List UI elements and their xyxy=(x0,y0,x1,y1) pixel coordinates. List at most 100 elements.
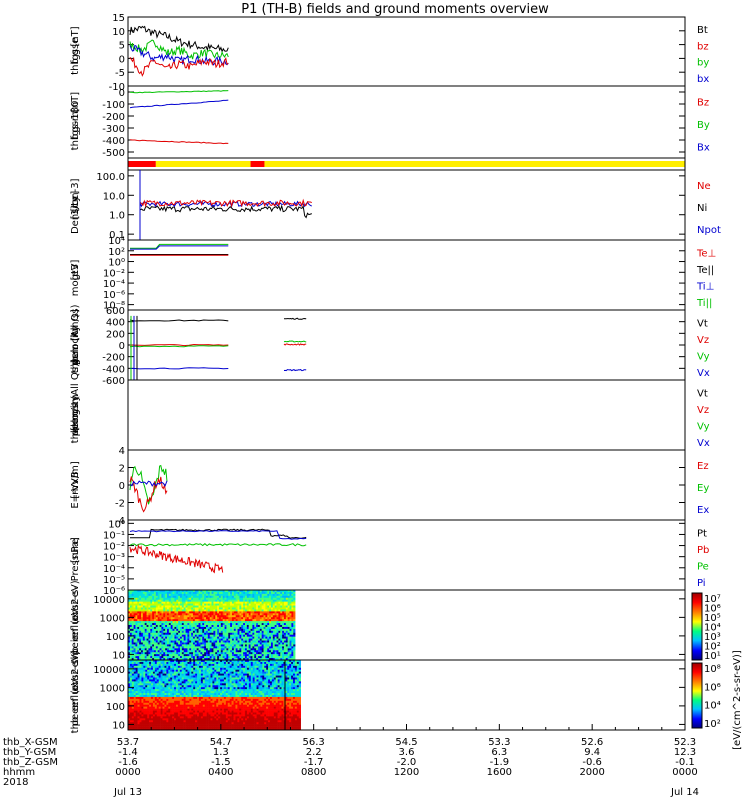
spectrogram-cell xyxy=(156,673,159,676)
spectrogram-cell xyxy=(267,625,270,628)
spectrogram-cell xyxy=(267,646,270,649)
spectrogram-cell xyxy=(225,677,229,680)
spectrogram-cell xyxy=(191,632,194,636)
spectrogram-cell xyxy=(205,621,209,624)
spectrogram-cell xyxy=(192,626,196,630)
spectrogram-cell xyxy=(237,595,240,599)
y-tick-label: 10⁴ xyxy=(108,236,125,247)
spectrogram-cell xyxy=(166,607,170,610)
spectrogram-cell xyxy=(181,636,184,639)
spectrogram-cell xyxy=(202,669,206,672)
spectrogram-cell xyxy=(252,665,255,669)
spectrogram-cell xyxy=(144,611,147,614)
spectrogram-cell xyxy=(214,671,217,674)
spectrogram-cell xyxy=(142,595,146,599)
spectrogram-cell xyxy=(146,591,149,595)
spectrogram-cell xyxy=(278,621,281,624)
spectrogram-cell xyxy=(228,617,231,620)
spectrogram-cell xyxy=(196,644,199,647)
spectrogram-cell xyxy=(287,632,290,636)
spectrogram-cell xyxy=(150,609,153,612)
spectrogram-cell xyxy=(128,595,131,599)
spectrogram-cell xyxy=(287,663,290,667)
spectrogram-cell xyxy=(146,640,149,643)
spectrogram-cell xyxy=(170,648,173,651)
spectrogram-cell xyxy=(149,679,152,682)
spectrogram-cell xyxy=(177,660,181,663)
spectrogram-cell xyxy=(282,590,285,593)
spectrogram-cell xyxy=(235,685,238,688)
spectrogram-cell xyxy=(155,617,159,620)
spectrogram-cell xyxy=(133,601,136,604)
spectrogram-cell xyxy=(174,611,177,614)
spectrogram-cell xyxy=(223,675,227,678)
spectrogram-cell xyxy=(235,679,238,682)
spectrogram-cell xyxy=(144,615,147,618)
spectrogram-cell xyxy=(128,615,131,618)
spectrogram-cell xyxy=(176,630,179,634)
spectrogram-cell xyxy=(261,625,264,628)
spectrogram-cell xyxy=(225,665,229,669)
spectrogram-cell xyxy=(217,619,220,622)
spectrogram-cell xyxy=(193,661,196,665)
spectrogram-cell xyxy=(135,619,138,622)
spectrogram-cell xyxy=(272,636,275,639)
spectrogram-cell xyxy=(146,650,149,653)
spectrogram-cell xyxy=(254,603,257,606)
spectrogram-cell xyxy=(133,638,136,641)
spectrogram-cell xyxy=(196,617,199,620)
spectrogram-cell xyxy=(191,623,194,626)
spectrogram-cell xyxy=(135,623,138,626)
spectrogram-cell xyxy=(269,626,272,630)
spectrogram-cell xyxy=(172,642,175,645)
spectrogram-cell xyxy=(189,677,192,680)
spectrogram-cell xyxy=(196,658,199,661)
spectrogram-cell xyxy=(225,675,229,678)
spectrogram-cell xyxy=(170,628,173,632)
spectrogram-cell xyxy=(191,667,194,671)
spectrogram-cell xyxy=(128,648,131,651)
spectrogram-cell xyxy=(137,689,140,692)
spectrogram-cell xyxy=(139,654,142,657)
spectrogram-cell xyxy=(252,628,255,632)
spectrogram-cell xyxy=(257,595,261,599)
spectrogram-cell xyxy=(256,679,259,682)
spectrogram-cell xyxy=(274,642,277,645)
spectrogram-cell xyxy=(215,593,218,597)
spectrogram-cell xyxy=(246,638,249,641)
spectrogram-cell xyxy=(250,679,254,682)
spectrogram-cell xyxy=(150,656,153,659)
spectrogram-cell xyxy=(181,605,184,608)
spectrogram-cell xyxy=(271,660,275,663)
spectrogram-cell xyxy=(215,634,218,637)
spectrogram-cell xyxy=(243,642,246,645)
spectrogram-cell xyxy=(205,644,209,647)
series-label-Pb: Pb xyxy=(697,545,709,556)
spectrogram-cell xyxy=(147,679,150,682)
spectrogram-cell xyxy=(282,595,285,599)
spectrogram-cell xyxy=(287,687,290,690)
spectrogram-cell xyxy=(280,658,283,661)
spectrogram-cell xyxy=(239,667,242,671)
spectrogram-cell xyxy=(231,636,235,639)
spectrogram-cell xyxy=(272,656,275,659)
spectrogram-cell xyxy=(258,661,261,665)
spectrogram-cell xyxy=(183,625,186,628)
spectrogram-cell xyxy=(281,683,284,686)
spectrogram-cell xyxy=(220,667,223,671)
spectrogram-cell xyxy=(279,660,282,663)
spectrogram-cell xyxy=(183,691,186,694)
spectrogram-cell xyxy=(222,650,225,653)
spectrogram-cell xyxy=(131,595,134,599)
spectrogram-cell xyxy=(215,599,218,602)
spectrogram-cell xyxy=(220,648,223,651)
spectrogram-cell xyxy=(269,650,272,653)
spectrogram-cell xyxy=(289,660,292,663)
spectrogram-cell xyxy=(135,607,138,610)
spectrogram-cell xyxy=(177,677,181,680)
spectrogram-cell xyxy=(226,603,229,606)
spectrogram-cell xyxy=(211,603,214,606)
spectrogram-cell xyxy=(254,660,257,663)
spectrogram-cell xyxy=(163,642,166,645)
spectrogram-cell xyxy=(285,625,288,628)
